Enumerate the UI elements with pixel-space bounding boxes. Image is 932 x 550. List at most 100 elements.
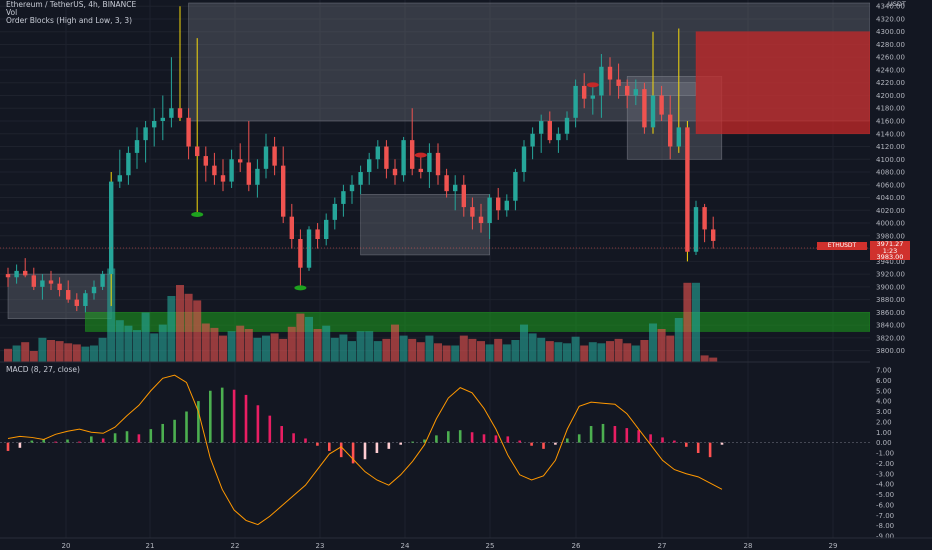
volume-bar bbox=[64, 343, 73, 362]
candle-body bbox=[367, 159, 372, 173]
macd-tick-label: 0.00 bbox=[876, 439, 892, 447]
candle-body bbox=[143, 127, 148, 141]
macd-tick-label: 7.00 bbox=[876, 367, 892, 375]
macd-pane bbox=[0, 374, 870, 526]
price-axis[interactable]: 4340.00 4320.00 4300.00 4280.00 4260.00 4240.… bbox=[870, 0, 932, 362]
order-blocks-legend[interactable]: Order Blocks (High and Low, 3, 3) bbox=[6, 16, 133, 25]
macd-histogram-bar bbox=[161, 423, 164, 443]
price-ref: 3983.00 bbox=[876, 253, 904, 261]
candle-body bbox=[31, 275, 36, 287]
macd-histogram-bar bbox=[339, 442, 343, 458]
candle-body bbox=[435, 152, 441, 176]
macd-histogram-bar bbox=[661, 437, 664, 443]
macd-histogram-bar bbox=[458, 430, 462, 443]
candle-body bbox=[616, 79, 621, 86]
last-price-tag: 3971.27 1:23 3983.00 bbox=[870, 241, 910, 260]
macd-histogram-bar bbox=[280, 426, 283, 443]
macd-histogram-bar bbox=[613, 426, 617, 443]
volume-bar bbox=[373, 341, 382, 362]
price-tick-label: 3940.00 bbox=[876, 258, 905, 266]
volume-bar bbox=[38, 337, 47, 362]
volume-legend[interactable]: Vol bbox=[6, 8, 18, 17]
macd-histogram-bar bbox=[637, 430, 640, 443]
macd-tick-label: -2.00 bbox=[876, 460, 894, 468]
volume-bar bbox=[537, 337, 546, 362]
macd-histogram-bar bbox=[316, 442, 319, 446]
candle-body bbox=[117, 175, 122, 182]
volume-bar bbox=[502, 344, 511, 362]
time-axis[interactable]: 20 21 22 23 24 25 26 27 28 29 bbox=[0, 537, 932, 550]
candle-body bbox=[496, 197, 501, 211]
price-tick-label: 4280.00 bbox=[876, 41, 905, 49]
candle-body bbox=[212, 165, 217, 176]
candle-body bbox=[487, 197, 492, 224]
macd-histogram-bar bbox=[542, 442, 545, 449]
candle-body bbox=[478, 216, 484, 224]
volume-bar bbox=[313, 329, 322, 362]
bar-countdown: 1:23 bbox=[882, 246, 898, 255]
macd-histogram-bar bbox=[125, 431, 129, 443]
macd-histogram-bar bbox=[42, 439, 45, 443]
currency-label: USDT bbox=[888, 0, 906, 8]
candle-body bbox=[625, 85, 630, 96]
volume-bar bbox=[459, 335, 468, 362]
candle-body bbox=[453, 184, 458, 192]
volume-bar bbox=[124, 325, 133, 362]
price-tick-label: 4240.00 bbox=[876, 66, 905, 74]
macd-tick-label: 5.00 bbox=[876, 387, 892, 395]
symbol-legend[interactable]: Ethereum / TetherUS, 4h, BINANCE bbox=[6, 0, 137, 9]
volume-bar bbox=[709, 357, 718, 362]
volume-bar bbox=[425, 335, 434, 362]
macd-histogram-bar bbox=[685, 442, 688, 447]
candle-body bbox=[109, 181, 114, 275]
macd-histogram-bar bbox=[244, 394, 248, 443]
macd-legend[interactable]: MACD (8, 27, close) bbox=[6, 365, 80, 374]
candle-body bbox=[281, 165, 286, 217]
candle-body bbox=[23, 270, 28, 276]
volume-bar bbox=[563, 343, 571, 362]
macd-histogram-bar bbox=[137, 434, 141, 443]
macd-tick-label: -6.00 bbox=[876, 501, 894, 509]
volume-bar bbox=[193, 300, 202, 362]
macd-histogram-bar bbox=[256, 405, 260, 443]
volume-bar bbox=[133, 330, 141, 362]
volume-bar bbox=[580, 345, 589, 362]
candle-body bbox=[169, 108, 174, 118]
order-block-gray bbox=[618, 82, 697, 96]
candle-body bbox=[177, 108, 183, 118]
volume-bar bbox=[700, 355, 709, 362]
macd-histogram-bar bbox=[387, 442, 391, 449]
macd-histogram-bar bbox=[649, 434, 652, 443]
volume-bar bbox=[167, 296, 176, 362]
candle-body bbox=[470, 207, 475, 217]
candle-body bbox=[324, 219, 329, 239]
price-tick-label: 4000.00 bbox=[876, 220, 905, 228]
candle-body bbox=[100, 274, 105, 287]
volume-bar bbox=[666, 335, 675, 362]
macd-histogram-bar bbox=[18, 442, 22, 448]
volume-bar bbox=[554, 342, 563, 362]
volume-bar bbox=[674, 318, 683, 362]
candle-body bbox=[659, 95, 664, 115]
candle-body bbox=[298, 239, 303, 268]
volume-bar bbox=[90, 345, 98, 362]
volume-bar bbox=[597, 343, 606, 362]
macd-histogram-bar bbox=[30, 440, 34, 443]
candle-body bbox=[306, 229, 312, 268]
order-blocks-layer bbox=[7, 2, 871, 332]
time-tick-label: 28 bbox=[744, 542, 753, 550]
candle-body bbox=[272, 146, 277, 166]
macd-histogram-bar bbox=[708, 442, 712, 458]
price-tick-label: 4300.00 bbox=[876, 28, 905, 36]
price-tick-label: 3900.00 bbox=[876, 283, 905, 291]
pivot-high-marker bbox=[414, 152, 427, 158]
candle-body bbox=[160, 117, 165, 121]
volume-bar bbox=[287, 326, 296, 362]
price-tick-label: 4100.00 bbox=[876, 156, 905, 164]
candle-body bbox=[384, 146, 389, 169]
macd-axis[interactable]: 7.00 6.00 5.00 4.00 3.00 2.00 1.00 0.00 -1.00 -2.… bbox=[870, 362, 932, 541]
macd-tick-label: -3.00 bbox=[876, 470, 894, 478]
macd-histogram-bar bbox=[363, 442, 367, 460]
macd-histogram-bar bbox=[566, 438, 569, 443]
